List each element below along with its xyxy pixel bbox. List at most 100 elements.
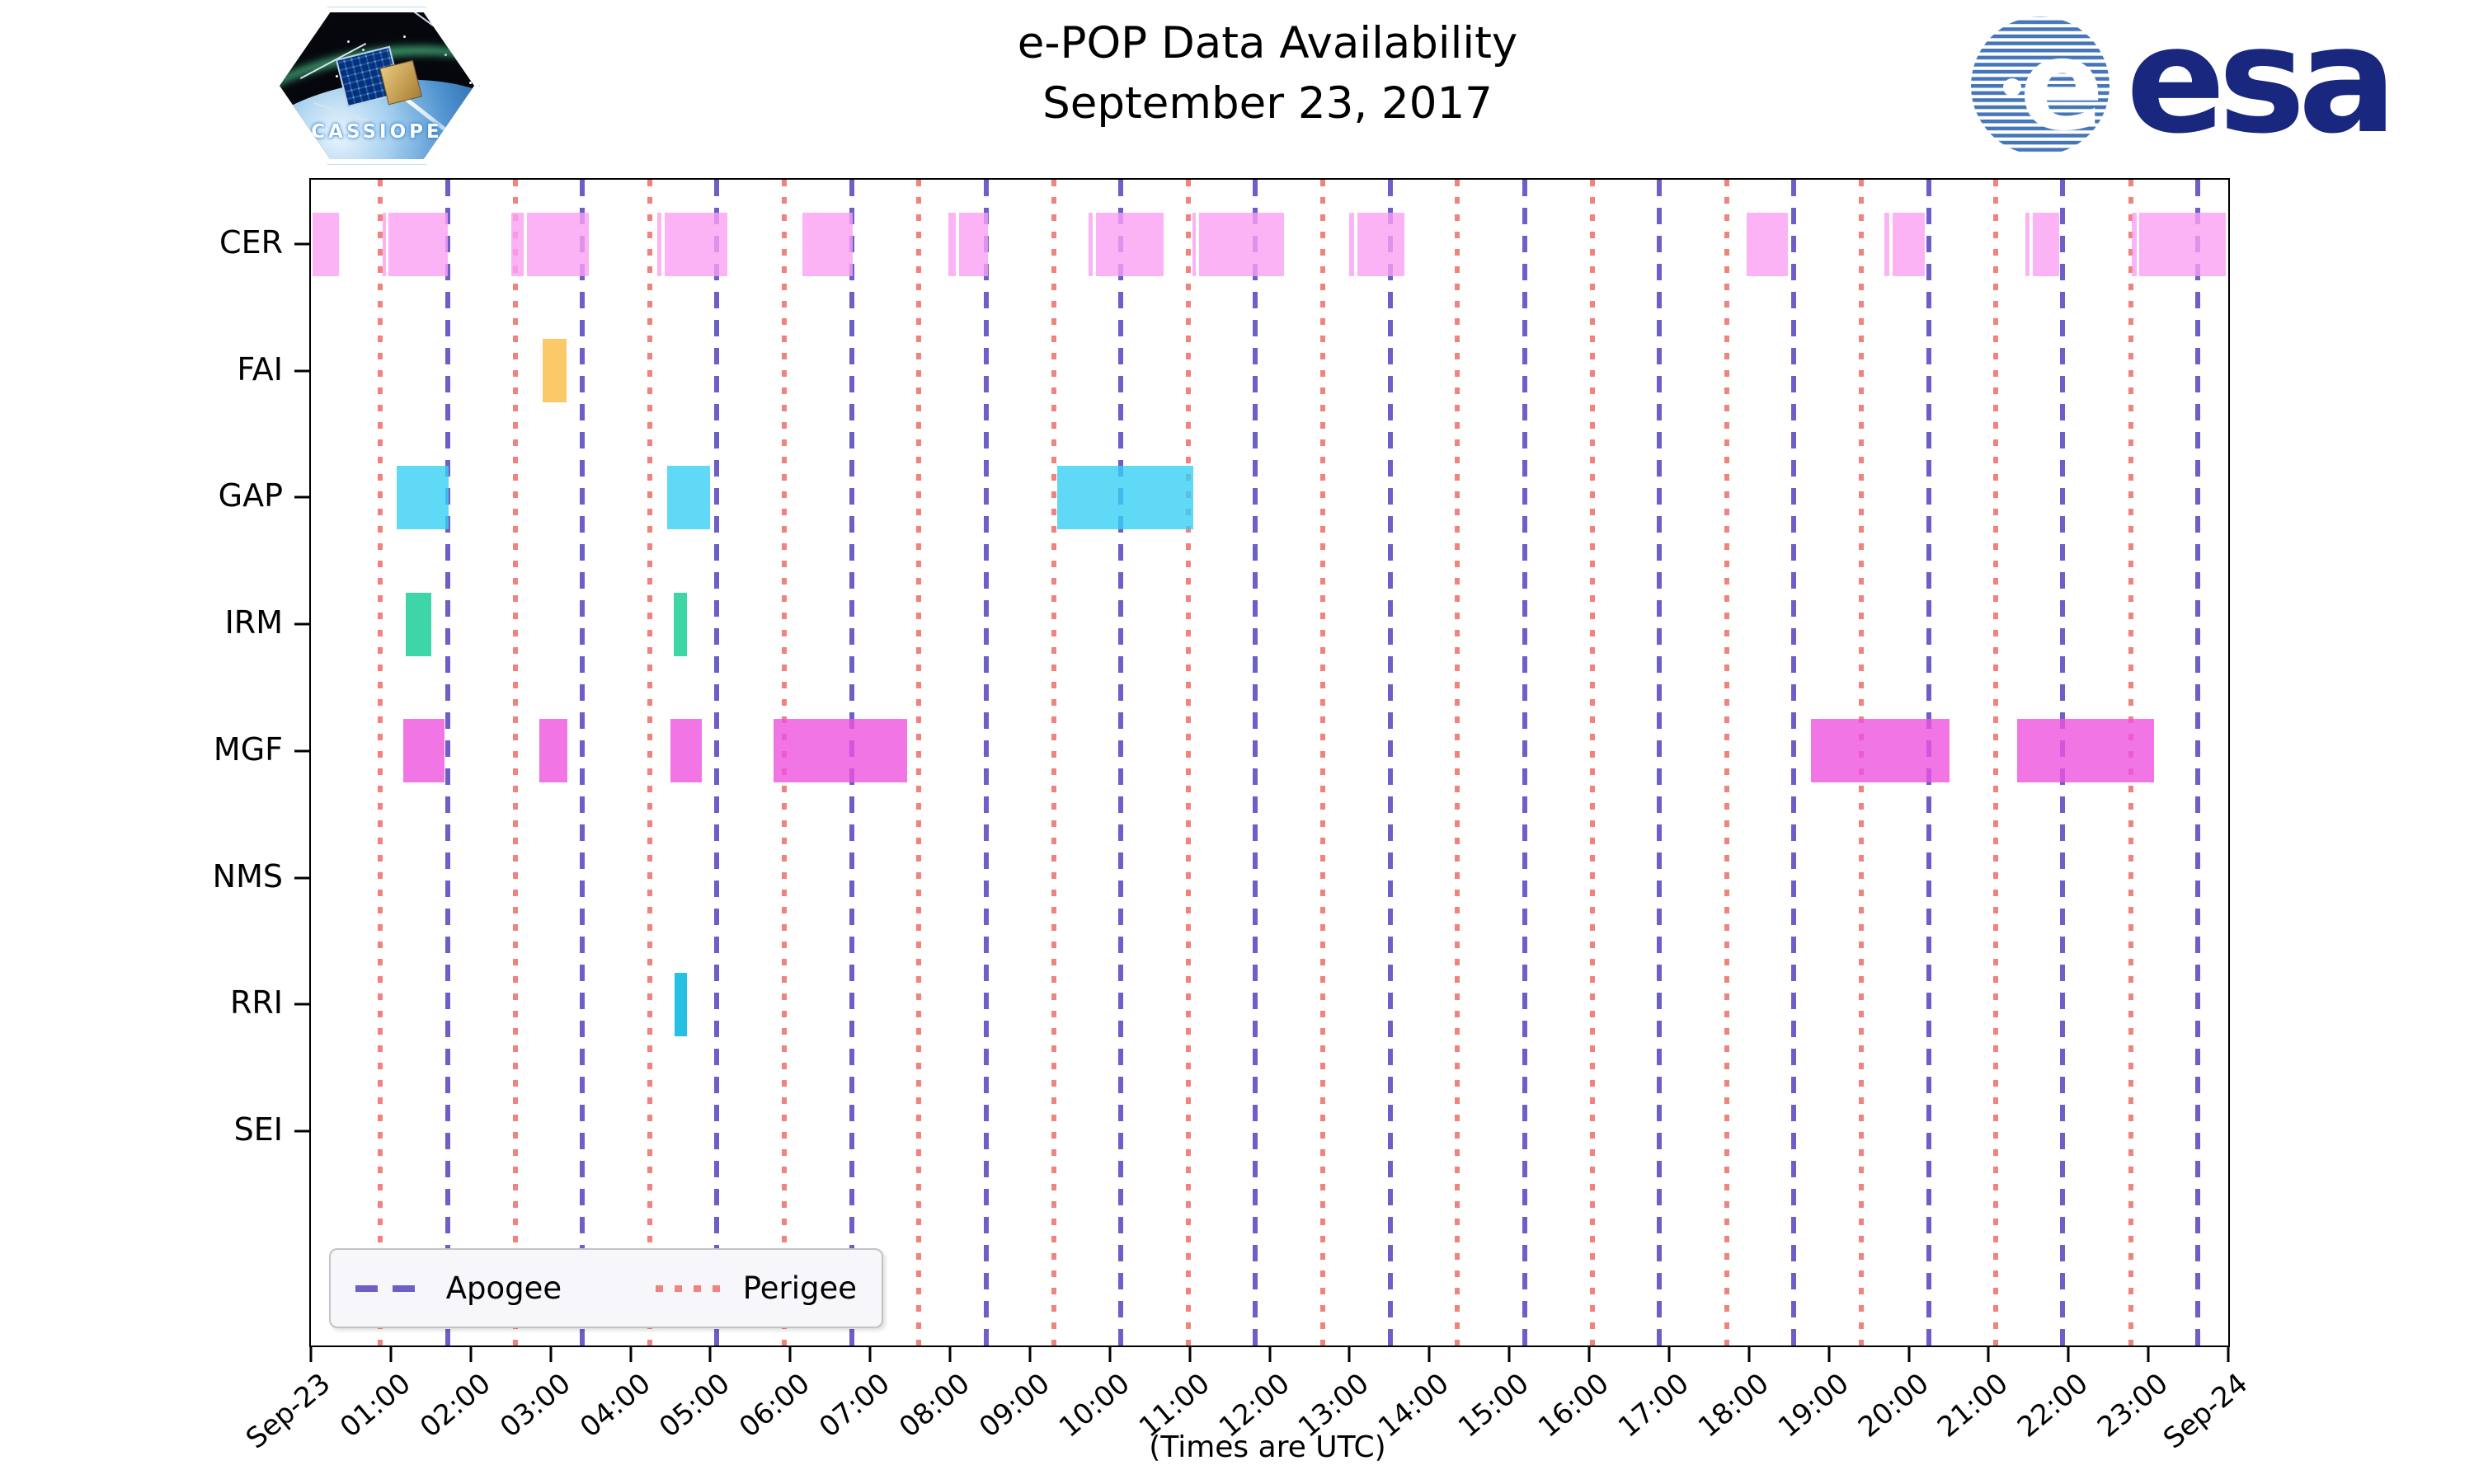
x-axis-footnote: (Times are UTC)	[1149, 1430, 1386, 1464]
apogee-line	[983, 180, 989, 1345]
availability-bar-mgf	[670, 719, 702, 783]
legend-perigee-label: Perigee	[742, 1270, 857, 1306]
availability-bar-cer	[1746, 212, 1789, 276]
y-tick-mark	[294, 369, 311, 373]
x-tick-mark	[1987, 1345, 1990, 1362]
x-tick-mark	[1268, 1345, 1271, 1362]
x-tick-mark	[1507, 1345, 1511, 1362]
x-tick-mark	[1747, 1345, 1751, 1362]
x-tick-mark	[788, 1345, 792, 1362]
availability-bar-cer	[1357, 212, 1405, 276]
y-tick-mark	[294, 1129, 311, 1133]
x-tick-mark	[309, 1345, 313, 1362]
perigee-line	[1185, 180, 1191, 1345]
row-label-text: MGF	[213, 730, 283, 768]
apogee-line	[2195, 180, 2201, 1345]
row-label-text: SEI	[233, 1111, 283, 1148]
apogee-dash-sample-icon	[355, 1284, 425, 1292]
perigee-dot-sample-icon	[656, 1284, 722, 1292]
perigee-line	[378, 180, 383, 1345]
apogee-line	[714, 180, 720, 1345]
apogee-line	[1253, 180, 1258, 1345]
legend-apogee-label: Apogee	[445, 1270, 562, 1306]
x-tick-mark	[1108, 1345, 1112, 1362]
x-tick-mark	[549, 1345, 553, 1362]
perigee-line	[1051, 180, 1056, 1345]
stars-decoration	[304, 32, 307, 35]
x-tick-label-text: 01:00	[333, 1367, 417, 1444]
availability-bar-cer	[1349, 212, 1355, 276]
x-tick-mark	[2147, 1345, 2150, 1362]
availability-bar-cer	[2032, 212, 2059, 276]
x-tick-mark	[1907, 1345, 1910, 1362]
row-label-text: IRM	[224, 604, 283, 641]
x-tick-label-text: 16:00	[1531, 1367, 1616, 1444]
availability-bar-irm	[673, 592, 688, 656]
x-tick-mark	[469, 1345, 473, 1362]
perigee-line	[1993, 180, 1999, 1345]
x-tick-mark	[2227, 1345, 2230, 1362]
apogee-line	[580, 180, 586, 1345]
availability-bar-gap	[396, 465, 449, 529]
perigee-line	[916, 180, 922, 1345]
apogee-line	[1387, 180, 1393, 1345]
cassiope-mission-patch: CASSIOPE	[274, 7, 480, 165]
availability-bar-cer	[1192, 212, 1197, 276]
availability-bar-rri	[674, 972, 688, 1036]
svg-text:e: e	[2019, 13, 2104, 158]
availability-bar-fai	[542, 339, 567, 403]
x-tick-mark	[1667, 1345, 1671, 1362]
availability-bar-mgf	[403, 719, 444, 783]
row-label-text: CER	[219, 224, 283, 261]
x-tick-mark	[1188, 1345, 1192, 1362]
y-tick-mark	[294, 1003, 311, 1006]
esa-globe-icon: e	[1971, 13, 2109, 158]
x-tick-mark	[629, 1345, 632, 1362]
perigee-line	[513, 180, 518, 1345]
availability-bar-cer	[2139, 212, 2227, 276]
availability-bar-cer	[1884, 212, 1890, 276]
x-tick-label-text: 21:00	[1931, 1367, 2015, 1444]
x-tick-label-text: 10:00	[1052, 1367, 1136, 1444]
availability-bar-cer	[312, 212, 339, 276]
availability-bar-cer	[1893, 212, 1925, 276]
x-tick-label-text: 08:00	[892, 1367, 976, 1444]
apogee-line	[1791, 180, 1796, 1345]
x-tick-label-text: 06:00	[733, 1367, 816, 1444]
x-tick-label-text: 22:00	[2011, 1367, 2095, 1444]
apogee-line	[444, 180, 450, 1345]
x-tick-mark	[948, 1345, 952, 1362]
x-tick-mark	[1827, 1345, 1831, 1362]
page-title: e-POP Data Availability September 23, 20…	[1018, 13, 1518, 134]
x-tick-mark	[389, 1345, 393, 1362]
row-label-text: FAI	[237, 350, 283, 387]
x-tick-label-text: 07:00	[813, 1367, 896, 1444]
availability-bar-cer	[2131, 212, 2137, 276]
availability-bar-cer	[1199, 212, 1284, 276]
x-tick-label-text: 05:00	[653, 1367, 737, 1444]
row-label-text: NMS	[212, 857, 283, 895]
x-tick-label-text: 03:00	[493, 1367, 577, 1444]
esa-wordmark: esa	[2126, 0, 2397, 166]
availability-bar-cer	[383, 212, 387, 276]
availability-bar-mgf	[2017, 719, 2154, 783]
perigee-line	[1589, 180, 1595, 1345]
apogee-line	[1118, 180, 1124, 1345]
x-tick-label-text: 17:00	[1611, 1367, 1696, 1444]
availability-bar-mgf	[1811, 719, 1950, 783]
availability-bar-cer	[388, 212, 448, 276]
perigee-line	[1724, 180, 1729, 1345]
x-tick-label-text: Sep-24	[2157, 1367, 2255, 1456]
availability-bar-mgf	[539, 719, 567, 783]
perigee-line	[1455, 180, 1460, 1345]
availability-bar-cer	[665, 212, 727, 276]
x-tick-mark	[2067, 1345, 2070, 1362]
availability-bar-cer	[526, 212, 590, 276]
x-tick-label-text: 09:00	[972, 1367, 1056, 1444]
availability-chart: Apogee Perigee Sep-23 01:00 02:00 03:00 04:0…	[213, 178, 2255, 1456]
availability-bar-cer	[1096, 212, 1164, 276]
title-line2: September 23, 2017	[1042, 78, 1493, 129]
availability-bar-cer	[1088, 212, 1094, 276]
y-tick-mark	[294, 495, 311, 499]
